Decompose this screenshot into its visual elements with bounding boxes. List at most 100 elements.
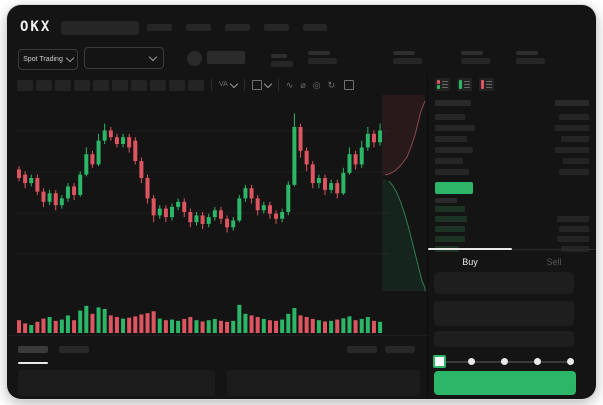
candle-body	[206, 217, 211, 224]
ask-row[interactable]	[428, 158, 596, 165]
orderbook-view-toggles	[435, 78, 494, 91]
bid-row[interactable]	[428, 216, 596, 223]
depth-chart[interactable]	[382, 95, 426, 291]
toolbar-divider	[277, 79, 279, 91]
target-tool-icon[interactable]: ◎	[312, 80, 321, 90]
bid-row[interactable]	[428, 236, 596, 243]
interval-button[interactable]	[188, 79, 204, 91]
last-price-badge[interactable]	[435, 182, 473, 194]
bid-row[interactable]	[428, 226, 596, 233]
tab-sell[interactable]: Sell	[546, 257, 562, 267]
volume-bar	[23, 323, 28, 333]
candle-body	[237, 198, 242, 221]
candle-body	[90, 154, 95, 165]
candle-body	[17, 169, 21, 178]
interval-button[interactable]	[55, 79, 71, 91]
volume-bar	[47, 317, 52, 333]
bottom-control[interactable]	[385, 346, 415, 353]
depth-bids-line	[388, 180, 426, 291]
search-input[interactable]	[61, 21, 139, 35]
volume-bar	[316, 320, 321, 333]
volume-bar	[335, 319, 340, 333]
chevron-down-icon	[65, 53, 75, 63]
slider-stop[interactable]	[501, 358, 508, 365]
header-nav	[147, 24, 327, 31]
ask-row[interactable]	[428, 125, 596, 132]
candle-body	[108, 130, 113, 138]
candle-body	[200, 215, 205, 224]
ask-row[interactable]	[428, 169, 596, 176]
nav-item-placeholder[interactable]	[186, 24, 211, 31]
refresh-icon[interactable]: ↻	[327, 80, 336, 90]
volume-chart[interactable]	[15, 297, 389, 335]
interval-button[interactable]	[112, 79, 128, 91]
volume-bar	[114, 317, 119, 333]
interval-button[interactable]	[17, 79, 33, 91]
orderbook-view-bids-icon[interactable]	[457, 78, 472, 91]
bottom-control[interactable]	[347, 346, 377, 353]
candle-body	[151, 198, 156, 216]
volume-bar	[280, 319, 285, 333]
volume-bar	[121, 318, 126, 333]
candle-body	[329, 183, 334, 190]
orderbook-view-asks-icon[interactable]	[479, 78, 494, 91]
tabs-divider	[428, 249, 596, 250]
interval-button[interactable]	[131, 79, 147, 91]
fullscreen-icon[interactable]	[344, 80, 355, 90]
nav-item-placeholder[interactable]	[225, 24, 250, 31]
eraser-tool-icon[interactable]: ⌀	[300, 80, 306, 90]
candle-body	[121, 137, 126, 144]
interval-button[interactable]	[150, 79, 166, 91]
tab-buy[interactable]: Buy	[462, 257, 478, 267]
amount-input[interactable]	[434, 301, 574, 326]
chevron-down-icon[interactable]	[229, 79, 239, 88]
chart-style-icon[interactable]	[251, 80, 262, 90]
volume-bar	[17, 320, 21, 333]
orderbook-view-combined-icon[interactable]	[435, 78, 450, 91]
total-input[interactable]	[434, 331, 574, 347]
slider-stop[interactable]	[534, 358, 541, 365]
candle-body	[29, 178, 34, 184]
nav-item-placeholder[interactable]	[303, 24, 327, 31]
candlestick-chart[interactable]	[15, 93, 389, 297]
volume-bar	[286, 313, 291, 333]
buy-submit-button[interactable]	[434, 371, 576, 395]
pair-dropdown[interactable]	[84, 47, 164, 69]
volume-bar	[96, 307, 101, 333]
slider-stop[interactable]	[468, 358, 475, 365]
ask-row[interactable]	[428, 147, 596, 154]
bottom-tab-active[interactable]	[18, 346, 48, 364]
volume-bar	[304, 317, 309, 333]
interval-button[interactable]	[36, 79, 52, 91]
price-input[interactable]	[434, 272, 574, 294]
interval-buttons	[17, 79, 204, 91]
ask-row[interactable]	[428, 136, 596, 143]
amount-slider[interactable]	[433, 355, 574, 368]
bottom-divider	[9, 335, 427, 336]
indicator-button[interactable]: VA	[219, 81, 228, 88]
candle-body	[41, 191, 46, 202]
ticker-stat	[461, 51, 490, 64]
slider-stop[interactable]	[567, 358, 574, 365]
ask-row[interactable]	[428, 114, 596, 121]
interval-button[interactable]	[74, 79, 90, 91]
chevron-down-icon	[148, 52, 158, 61]
bottom-tab-underline	[18, 362, 48, 364]
interval-button[interactable]	[169, 79, 185, 91]
bottom-tab[interactable]	[59, 346, 89, 353]
slider-handle[interactable]	[433, 355, 446, 368]
curve-tool-icon[interactable]: ∿	[285, 80, 294, 90]
drawing-tools: ∿ ⌀ ◎ ↻	[286, 79, 335, 91]
nav-item-placeholder[interactable]	[147, 24, 172, 31]
chevron-down-icon[interactable]	[263, 79, 273, 88]
candle-body	[139, 161, 144, 178]
candle-body	[35, 178, 40, 192]
nav-item-placeholder[interactable]	[264, 24, 289, 31]
volume-bar	[347, 316, 352, 333]
candle-body	[127, 137, 132, 148]
history-panel-placeholder	[227, 370, 420, 396]
market-selector-button[interactable]: Spot Trading	[18, 49, 78, 70]
depth-bids	[383, 179, 425, 291]
interval-button[interactable]	[93, 79, 109, 91]
bid-row[interactable]	[428, 206, 596, 213]
